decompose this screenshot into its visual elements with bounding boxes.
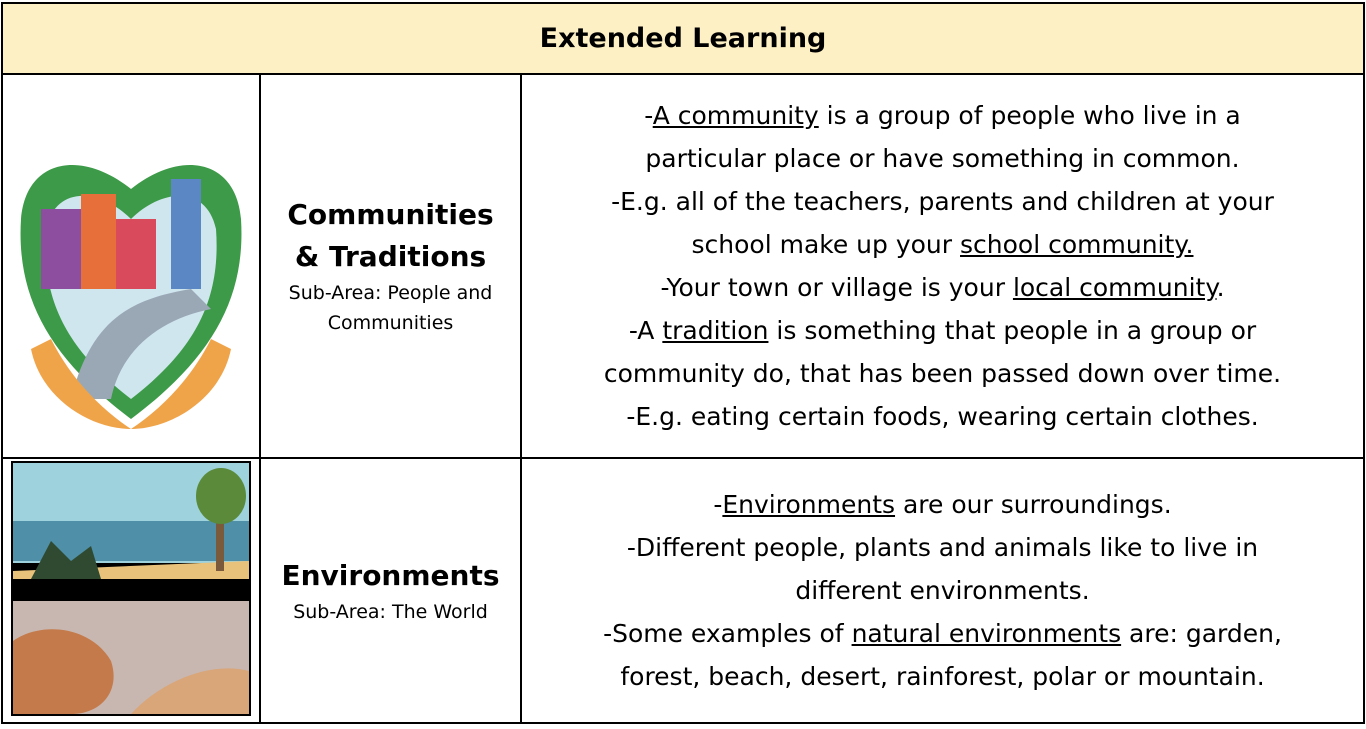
environment-illustration bbox=[11, 461, 251, 716]
description-line: forest, beach, desert, rainforest, polar… bbox=[522, 655, 1363, 698]
topic-title: Environments bbox=[281, 558, 500, 592]
text: particular place or have something in co… bbox=[645, 144, 1240, 173]
key-term: natural environments bbox=[851, 619, 1122, 648]
header-title: Extended Learning bbox=[1, 2, 1365, 75]
description-line: different environments. bbox=[522, 569, 1363, 612]
description-line: -A tradition is something that people in… bbox=[522, 309, 1363, 352]
text: school make up your bbox=[691, 230, 961, 259]
key-term: Environments bbox=[722, 490, 896, 519]
text: -E.g. all of the teachers, parents and c… bbox=[611, 187, 1274, 216]
text: - bbox=[713, 490, 723, 519]
topic-title: Communities & Traditions bbox=[287, 198, 494, 273]
text: -Different people, plants and animals li… bbox=[626, 533, 1259, 562]
description: -A community is a group of people who li… bbox=[520, 73, 1365, 459]
description-line: -E.g. all of the teachers, parents and c… bbox=[522, 180, 1363, 223]
row: Communities & Traditions Sub-Area: Peopl… bbox=[1, 73, 1365, 459]
community-illustration bbox=[20, 165, 242, 429]
text: . bbox=[1216, 273, 1225, 302]
text: different environments. bbox=[795, 576, 1090, 605]
text: is a group of people who live in a bbox=[818, 101, 1241, 130]
header-row: Extended Learning bbox=[1, 2, 1365, 75]
text: -A bbox=[628, 316, 663, 345]
sub-area: Sub-Area: People and Communities bbox=[288, 282, 493, 334]
text: are: garden, bbox=[1121, 619, 1282, 648]
description-line: school make up your school community. bbox=[522, 223, 1363, 266]
text: forest, beach, desert, rainforest, polar… bbox=[620, 662, 1265, 691]
key-term: school community. bbox=[960, 230, 1194, 259]
description-line: -E.g. eating certain foods, wearing cert… bbox=[522, 395, 1363, 438]
description-line: -Your town or village is your local comm… bbox=[522, 266, 1363, 309]
sub-area: Sub-Area: The World bbox=[293, 600, 488, 623]
text: is something that people in a group or bbox=[768, 316, 1257, 345]
key-term: tradition bbox=[662, 316, 769, 345]
row: Environments Sub-Area: The World -Enviro… bbox=[1, 457, 1365, 724]
description: -Environments are our surroundings. -Diff… bbox=[520, 457, 1365, 724]
text: community do, that has been passed down … bbox=[603, 359, 1282, 388]
topic-cell: Environments Sub-Area: The World bbox=[259, 457, 522, 724]
text: -E.g. eating certain foods, wearing cert… bbox=[626, 402, 1259, 431]
key-term: local community bbox=[1012, 273, 1217, 302]
description-line: -Different people, plants and animals li… bbox=[522, 526, 1363, 569]
text: -Your town or village is your bbox=[660, 273, 1013, 302]
description-line: community do, that has been passed down … bbox=[522, 352, 1363, 395]
text: -Some examples of bbox=[603, 619, 852, 648]
image-cell bbox=[1, 457, 261, 724]
description-line: -Environments are our surroundings. bbox=[522, 483, 1363, 526]
topic-cell: Communities & Traditions Sub-Area: Peopl… bbox=[259, 73, 522, 459]
text: - bbox=[644, 101, 653, 130]
description-line: -A community is a group of people who li… bbox=[522, 94, 1363, 137]
description-line: -Some examples of natural environments a… bbox=[522, 612, 1363, 655]
key-term: A community bbox=[652, 101, 819, 130]
text: are our surroundings. bbox=[895, 490, 1172, 519]
description-line: particular place or have something in co… bbox=[522, 137, 1363, 180]
image-cell bbox=[1, 73, 261, 459]
